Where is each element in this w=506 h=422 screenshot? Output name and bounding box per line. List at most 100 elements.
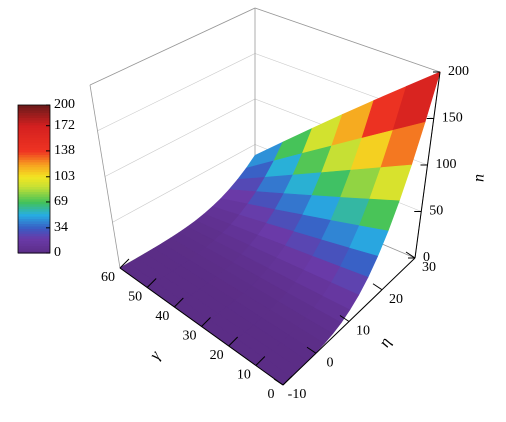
z-tick-label: 150 [442, 111, 463, 126]
colorbar-segment [18, 122, 50, 126]
colorbar-segment [18, 159, 50, 163]
colorbar-segment [18, 181, 50, 185]
colorbar-segment [18, 233, 50, 237]
x-tick [228, 336, 239, 347]
x-tick-label: 40 [155, 309, 169, 324]
colorbar-segment [18, 171, 50, 175]
box-edge [89, 7, 256, 86]
x-tick-label: 30 [183, 329, 197, 344]
colorbar-segment [18, 144, 50, 148]
colorbar-segment [18, 208, 50, 212]
colorbar-segment [18, 191, 50, 195]
colorbar-segment [18, 243, 50, 247]
colorbar-segment [18, 225, 50, 229]
colorbar-segment [18, 107, 50, 111]
box-edge [89, 84, 121, 269]
x-tick-label: 0 [268, 387, 275, 402]
colorbar-tick-label: 69 [54, 194, 68, 209]
y-tick [306, 346, 317, 354]
y-tick-label: 30 [422, 260, 436, 275]
x-axis-title: γ [147, 348, 165, 363]
colorbar-segment [18, 216, 50, 220]
y-tick [339, 315, 350, 322]
z-tick-label: 100 [436, 157, 457, 172]
x-tick [255, 356, 266, 366]
y-tick-label: -10 [288, 387, 307, 402]
colorbar-segment [18, 228, 50, 232]
colorbar-segment [18, 129, 50, 133]
x-tick-label: 50 [128, 290, 142, 305]
colorbar-segment [18, 213, 50, 217]
colorbar-tick-label: 103 [54, 169, 75, 184]
colorbar-segment [18, 250, 50, 254]
colorbar-segment [18, 139, 50, 143]
colorbar-segment [18, 235, 50, 239]
colorbar-segment [18, 223, 50, 227]
colorbar-segment [18, 240, 50, 244]
colorbar-segment [18, 220, 50, 224]
colorbar-segment [18, 124, 50, 128]
x-tick [201, 317, 211, 327]
colorbar-segment [18, 218, 50, 222]
colorbar-segment [18, 169, 50, 173]
colorbar-segment [18, 201, 50, 205]
colorbar-segment [18, 166, 50, 170]
x-tick [146, 278, 157, 288]
colorbar-segment [18, 112, 50, 116]
x-tick [282, 375, 293, 386]
colorbar-segment [18, 164, 50, 168]
z-tick-label: 50 [429, 204, 443, 219]
colorbar-segment [18, 119, 50, 123]
z-tick-label: 0 [423, 250, 430, 265]
colorbar-segment [18, 137, 50, 141]
colorbar-segment [18, 238, 50, 242]
colorbar-segment [18, 186, 50, 190]
colorbar-segment [18, 206, 50, 210]
x-tick-label: 20 [210, 348, 224, 363]
y-tick-label: 0 [327, 355, 334, 370]
colorbar-segment [18, 183, 50, 187]
colorbar-tick-label: 138 [54, 143, 75, 158]
grid-line [89, 7, 441, 86]
y-tick [273, 378, 284, 386]
colorbar-segment [18, 196, 50, 200]
colorbar-segment [18, 109, 50, 113]
y-tick [372, 283, 383, 291]
colorbar-tick-label: 200 [54, 97, 75, 112]
x-tick [173, 297, 184, 308]
y-tick-label: 10 [356, 324, 370, 339]
y-tick [405, 251, 416, 259]
colorbar-segment [18, 156, 50, 160]
colorbar-segment [18, 248, 50, 252]
colorbar-tick-label: 172 [54, 118, 75, 133]
x-tick-label: 60 [101, 270, 115, 285]
colorbar-segment [18, 176, 50, 180]
colorbar-segment [18, 193, 50, 197]
colorbar-segment [18, 230, 50, 234]
colorbar-segment [18, 211, 50, 215]
colorbar-segment [18, 174, 50, 178]
y-axis-title: η [376, 335, 395, 350]
colorbar-segment [18, 105, 50, 109]
colorbar-segment [18, 149, 50, 153]
colorbar-segment [18, 127, 50, 131]
colorbar-segment [18, 114, 50, 118]
colorbar-segment [18, 245, 50, 249]
colorbar-segment [18, 151, 50, 155]
z-axis-title: n [471, 174, 488, 182]
box-edge [254, 7, 441, 73]
x-tick-label: 10 [237, 368, 251, 383]
colorbar-segment [18, 188, 50, 192]
colorbar-segment [18, 198, 50, 202]
colorbar-segment [18, 154, 50, 158]
colorbar-segment [18, 179, 50, 183]
colorbar-segment [18, 134, 50, 138]
colorbar-segment [18, 117, 50, 121]
y-tick-label: 20 [389, 292, 403, 307]
colorbar-segment [18, 203, 50, 207]
colorbar-frame [17, 104, 51, 254]
colorbar-segment [18, 161, 50, 165]
x-tick [119, 258, 130, 269]
z-tick-label: 200 [448, 64, 469, 79]
